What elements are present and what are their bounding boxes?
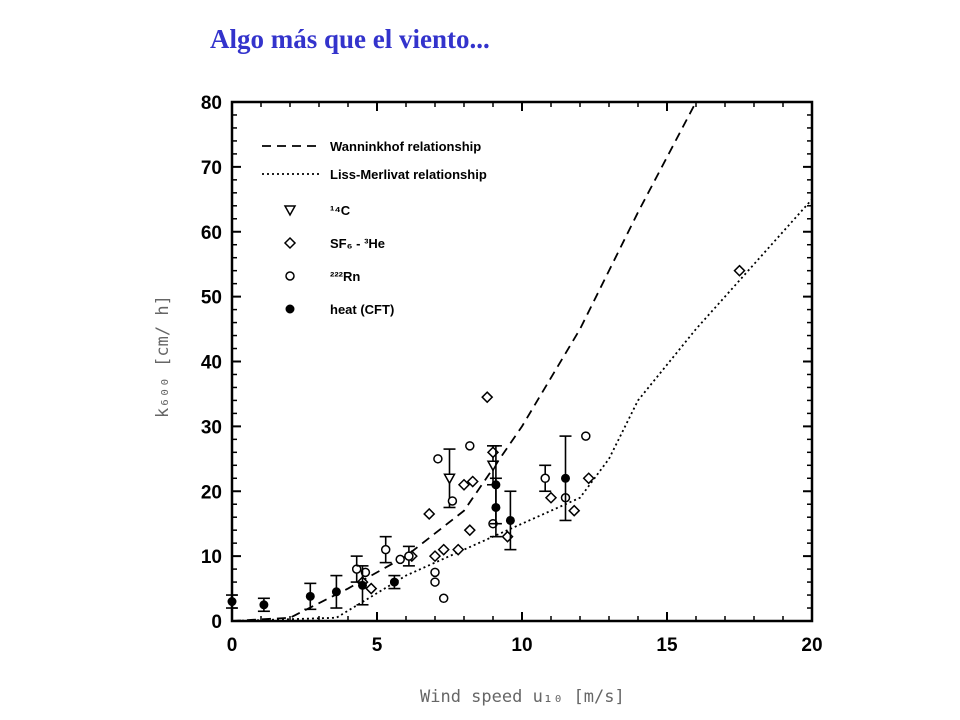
data-point <box>540 473 550 484</box>
legend-label: Wanninkhof relationship <box>330 139 481 154</box>
data-point <box>423 507 436 521</box>
x-tick-label: 0 <box>227 635 238 656</box>
legend-marker <box>283 236 297 250</box>
data-point <box>259 600 269 610</box>
legend-marker <box>285 304 295 314</box>
relationship-lines <box>231 101 813 622</box>
legend-label: Liss-Merlivat relationship <box>330 167 487 182</box>
y-tick-label: 50 <box>201 288 222 309</box>
data-point <box>428 550 442 563</box>
y-tick-label: 80 <box>201 93 222 114</box>
x-tick-label: 5 <box>372 635 383 656</box>
data-point <box>358 580 367 590</box>
x-tick-label: 20 <box>801 635 822 656</box>
data-point <box>331 587 341 597</box>
data-point <box>452 543 465 556</box>
y-tick-label: 0 <box>211 612 222 633</box>
y-tick-label: 70 <box>201 158 222 179</box>
data-point <box>360 567 371 578</box>
data-point <box>463 524 476 537</box>
y-tick-label: 10 <box>201 547 222 568</box>
data-point <box>437 543 450 556</box>
data-point <box>466 475 479 488</box>
legend-marker <box>283 205 297 217</box>
y-tick-label: 30 <box>201 417 222 438</box>
plot-frame <box>230 100 814 623</box>
data-point <box>389 577 399 587</box>
data-point <box>581 431 591 441</box>
data-point <box>430 567 440 578</box>
y-tick-label: 60 <box>201 223 222 244</box>
data-point <box>544 491 558 504</box>
y-tick-label: 20 <box>201 482 222 503</box>
y-tick-label: 40 <box>201 353 222 374</box>
axes: 0 5 10 15 20 0 10 20 30 40 50 60 70 80 <box>201 93 823 656</box>
data-point <box>305 591 315 601</box>
legend: Wanninkhof relationship Liss-Merlivat rel… <box>262 139 487 317</box>
x-tick-label: 10 <box>511 635 532 656</box>
x-axis-label: Wind speed u₁₀ [m/s] <box>420 687 625 707</box>
legend-label: SF₆ - ³He <box>330 236 385 251</box>
data-point <box>491 502 501 512</box>
legend-marker <box>285 271 295 281</box>
data-point <box>505 515 515 525</box>
data-point <box>433 454 443 464</box>
data-point <box>481 391 494 404</box>
line-dotted <box>231 198 813 622</box>
data-point <box>582 472 595 485</box>
slide-title: Algo más que el viento... <box>210 24 490 54</box>
data-point <box>404 551 414 561</box>
data-point <box>365 582 378 595</box>
legend-label: heat (CFT) <box>330 302 394 317</box>
data-point <box>395 554 405 565</box>
data-point <box>568 504 581 517</box>
data-point <box>465 441 475 451</box>
x-tick-label: 15 <box>656 635 678 656</box>
data-point <box>561 473 570 483</box>
data-point <box>443 473 456 485</box>
data-point <box>380 544 391 555</box>
data-point <box>457 478 471 491</box>
data-point <box>447 496 458 506</box>
data-points <box>226 264 746 613</box>
data-point <box>438 593 449 604</box>
data-point <box>430 577 440 587</box>
legend-label: ²²²Rn <box>330 269 360 284</box>
data-point <box>733 264 746 277</box>
legend-label: ¹⁴C <box>330 203 351 218</box>
y-axis-label: k₆₀₀ [cm/ h] <box>153 295 173 418</box>
line-dashed <box>231 101 697 622</box>
data-point <box>227 597 237 607</box>
